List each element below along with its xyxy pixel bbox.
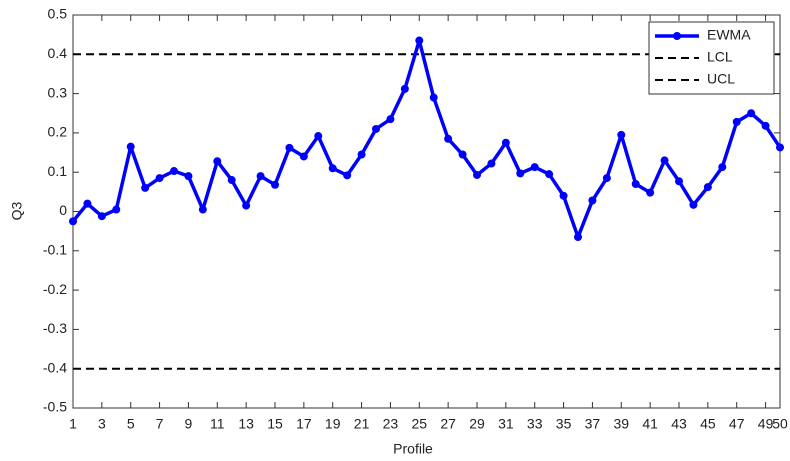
x-tick-label: 23	[383, 416, 399, 432]
x-axis-label: Profile	[393, 441, 433, 457]
marker	[386, 115, 395, 124]
marker	[516, 169, 525, 178]
marker	[747, 109, 756, 118]
x-tick-label: 47	[729, 416, 745, 432]
y-tick-label: 0.3	[48, 84, 68, 100]
marker	[545, 170, 554, 179]
marker	[530, 163, 539, 172]
marker	[703, 183, 712, 192]
marker	[617, 130, 626, 139]
y-tick-label: 0	[59, 202, 67, 218]
x-tick-label: 21	[354, 416, 370, 432]
marker	[141, 183, 150, 192]
x-tick-label: 39	[613, 416, 629, 432]
marker	[675, 177, 683, 186]
x-tick-label: 13	[238, 416, 254, 432]
marker	[602, 174, 611, 183]
legend-label: EWMA	[707, 27, 751, 43]
marker	[444, 134, 453, 143]
marker	[415, 36, 424, 45]
marker	[299, 152, 308, 161]
y-axis-label: Q3	[9, 201, 25, 220]
marker	[429, 93, 438, 102]
legend-label: UCL	[707, 71, 735, 87]
x-tick-label: 43	[671, 416, 687, 432]
marker	[256, 172, 265, 181]
marker	[732, 117, 741, 126]
x-tick-label: 3	[98, 416, 106, 432]
marker	[473, 170, 481, 179]
x-tick-label: 11	[210, 416, 225, 432]
marker	[242, 201, 251, 210]
marker	[761, 121, 770, 130]
x-tick-label: 37	[585, 416, 601, 432]
x-tick-label: 33	[527, 416, 543, 432]
x-tick-label: 17	[296, 416, 312, 432]
marker	[97, 212, 106, 221]
marker	[314, 132, 323, 141]
marker	[588, 196, 597, 205]
marker	[343, 171, 352, 180]
marker	[400, 84, 409, 93]
y-tick-label: -0.1	[43, 242, 67, 258]
x-tick-label: 15	[267, 416, 283, 432]
marker	[357, 150, 366, 159]
marker	[126, 142, 135, 151]
marker	[559, 191, 568, 200]
x-tick-label: 9	[185, 416, 193, 432]
marker	[574, 233, 582, 242]
x-tick-label: 45	[700, 416, 716, 432]
marker	[328, 164, 337, 173]
x-tick-label: 5	[127, 416, 135, 432]
x-tick-label: 27	[440, 416, 456, 432]
y-tick-label: -0.4	[43, 359, 67, 375]
marker	[198, 205, 207, 214]
marker	[170, 167, 178, 176]
y-tick-label: 0.4	[48, 45, 68, 61]
marker	[776, 143, 784, 152]
marker	[285, 143, 294, 152]
x-tick-label: 41	[642, 416, 658, 432]
y-tick-label: 0.2	[48, 124, 68, 140]
legend-marker	[673, 32, 681, 40]
marker	[184, 172, 193, 181]
x-tick-label: 31	[498, 416, 514, 432]
marker	[718, 163, 727, 172]
x-tick-label: 29	[469, 416, 485, 432]
y-tick-label: -0.2	[43, 281, 67, 297]
marker	[458, 150, 467, 159]
x-tick-label: 35	[556, 416, 572, 432]
marker	[689, 200, 698, 209]
marker	[487, 159, 496, 168]
legend-label: LCL	[707, 49, 733, 65]
x-tick-label: 7	[156, 416, 164, 432]
marker	[112, 205, 121, 214]
marker	[155, 174, 164, 183]
x-tick-label: 25	[411, 416, 427, 432]
marker	[271, 180, 279, 189]
marker	[631, 179, 640, 188]
marker	[83, 199, 92, 208]
marker	[646, 188, 655, 197]
series-line	[71, 38, 782, 239]
marker	[660, 156, 669, 165]
x-tick-label: 50	[772, 416, 788, 432]
y-tick-label: 0.1	[48, 163, 68, 179]
marker	[501, 138, 510, 147]
marker	[213, 157, 222, 166]
y-tick-label: -0.5	[43, 399, 67, 415]
x-tick-label: 49	[758, 416, 774, 432]
y-tick-label: -0.3	[43, 320, 67, 336]
marker	[69, 217, 77, 226]
marker	[372, 124, 380, 133]
x-tick-label: 1	[69, 416, 77, 432]
y-tick-label: 0.5	[48, 6, 68, 22]
x-tick-label: 19	[325, 416, 341, 432]
marker	[227, 176, 236, 185]
